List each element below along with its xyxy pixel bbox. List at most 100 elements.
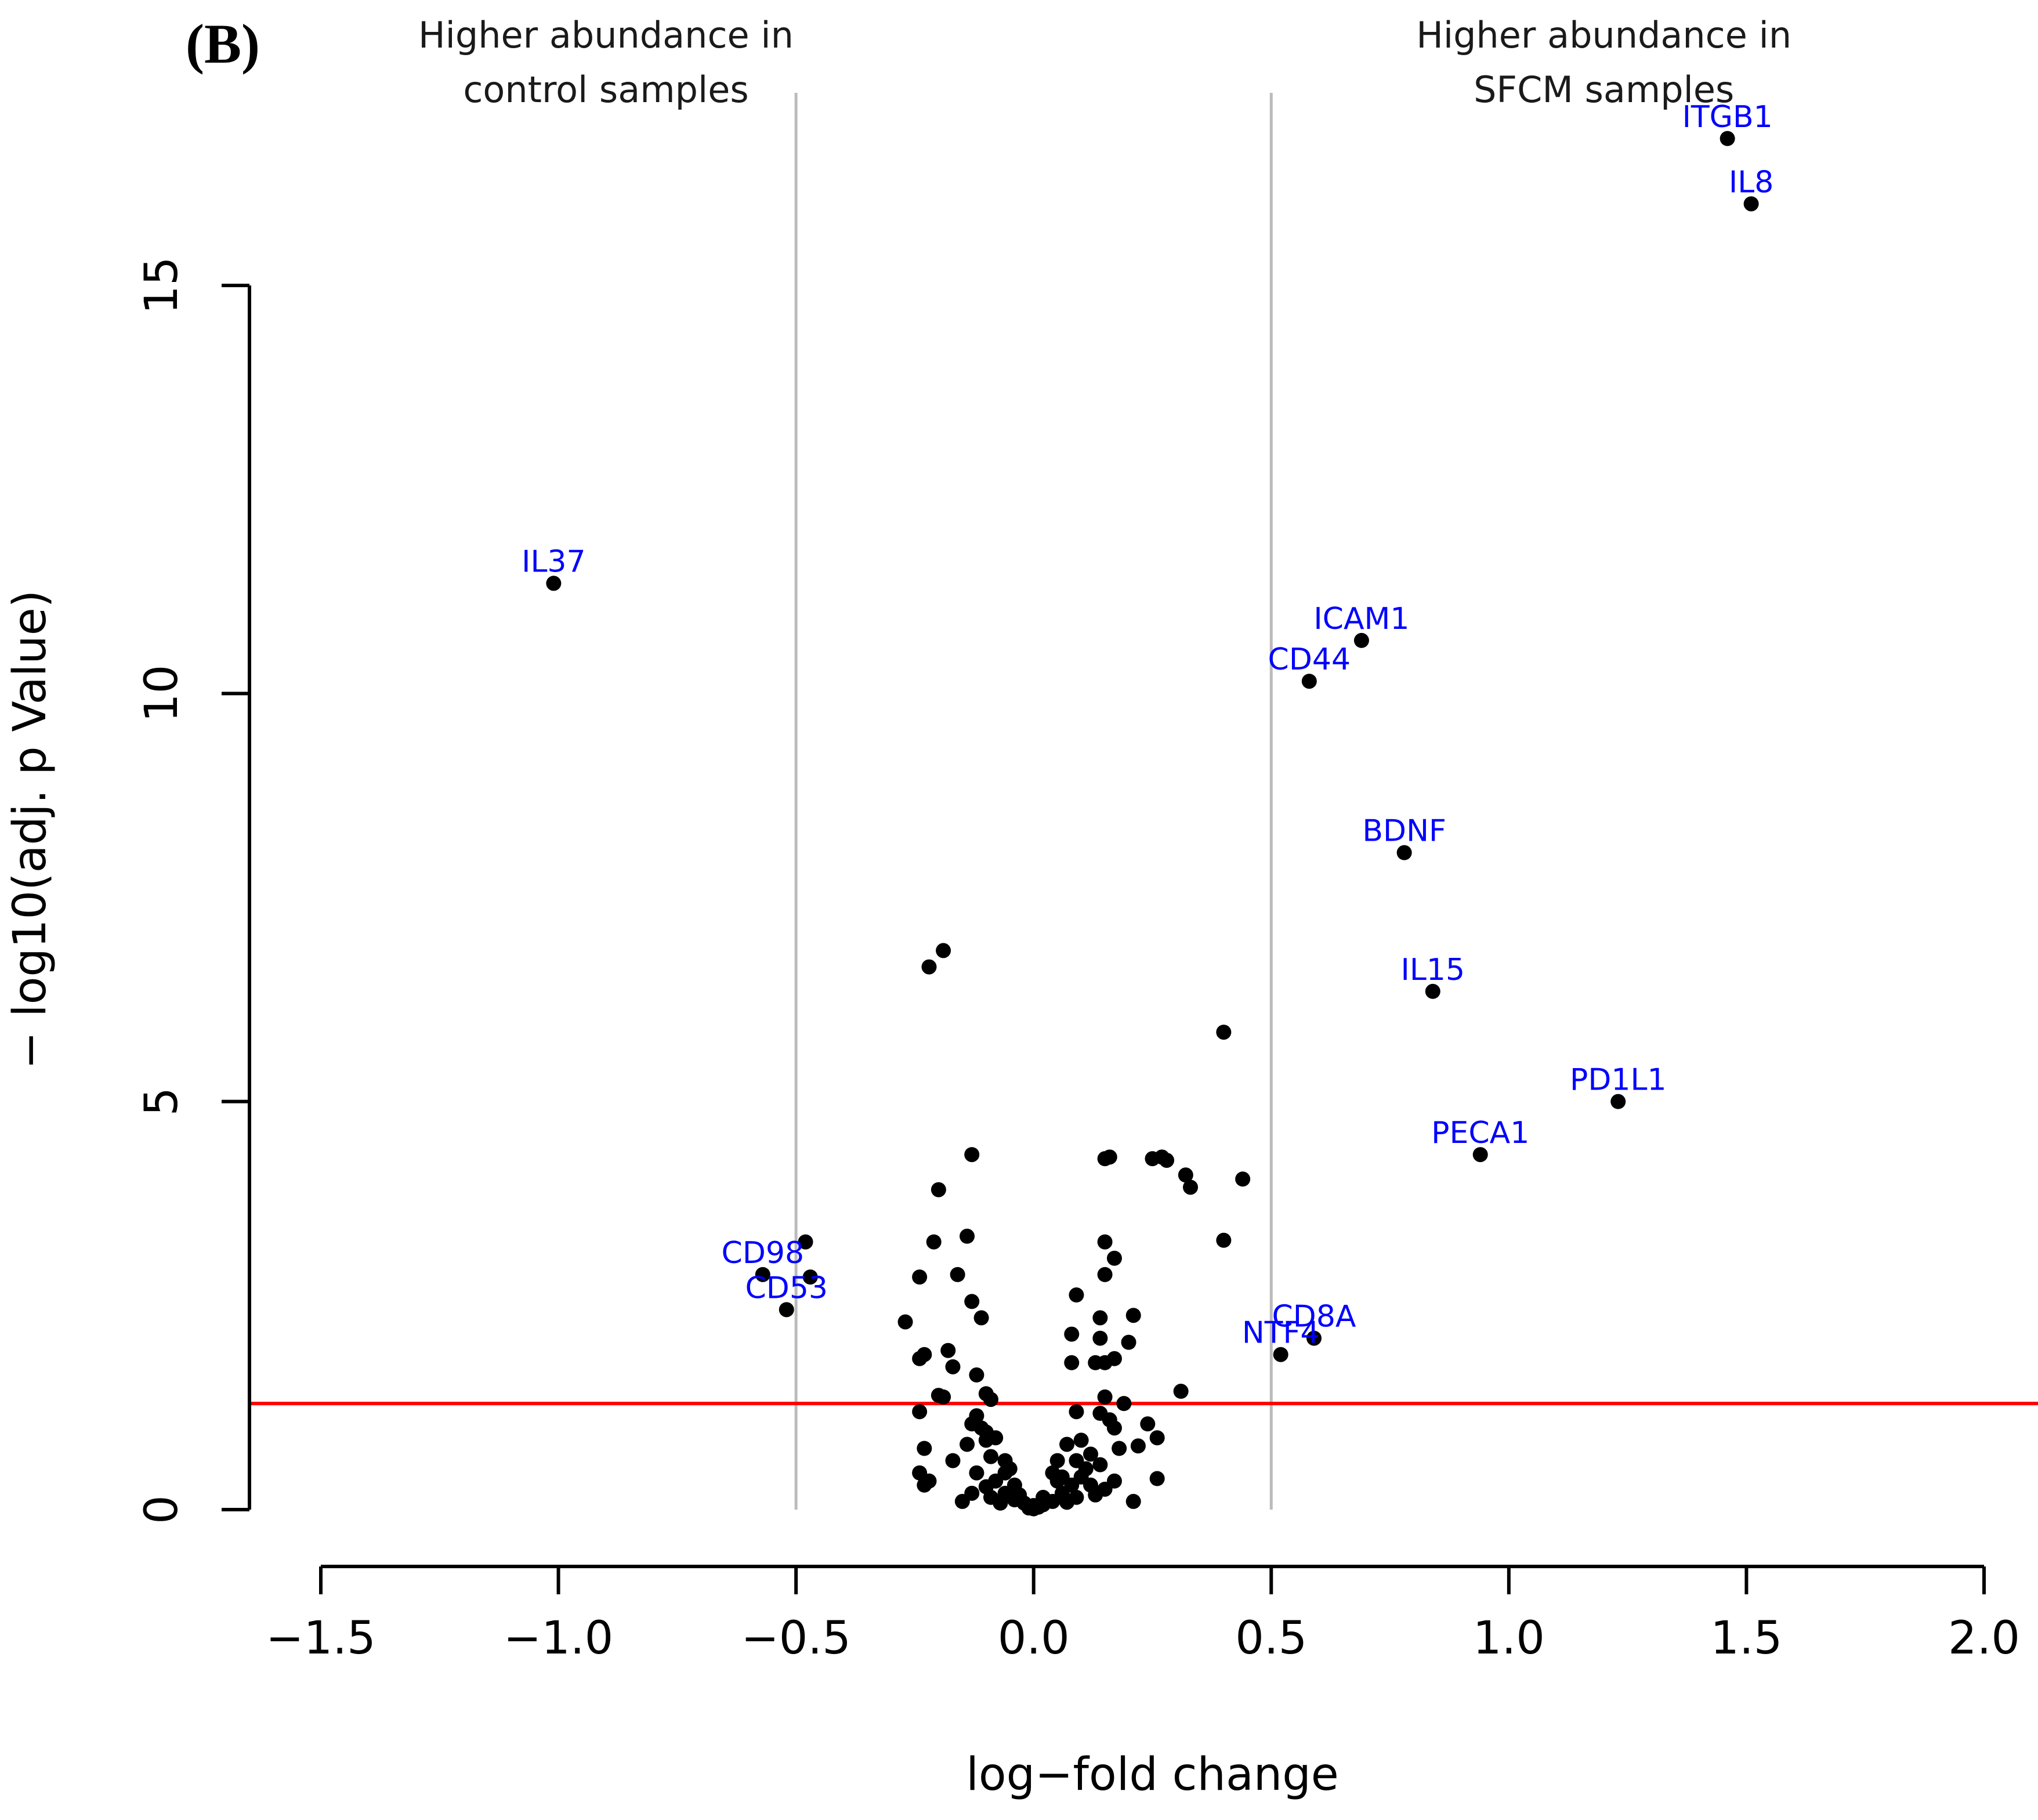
data-point	[1026, 1501, 1041, 1517]
data-point	[917, 1477, 932, 1493]
data-point	[1083, 1446, 1099, 1462]
gene-point	[755, 1267, 770, 1282]
gene-label: ITGB1	[1682, 100, 1773, 135]
reference-lines	[249, 93, 2038, 1510]
data-point	[1149, 1430, 1165, 1446]
gene-label: PECA1	[1431, 1116, 1529, 1150]
data-point	[964, 1294, 980, 1309]
data-point	[921, 959, 937, 975]
data-point	[798, 1234, 813, 1250]
x-axis-title: log−fold change	[966, 1749, 1338, 1801]
y-tick-label: 10	[136, 665, 188, 722]
data-point	[1059, 1495, 1075, 1510]
data-point	[1054, 1469, 1070, 1485]
data-point	[917, 1441, 932, 1456]
axes: −1.5 −1.0 −0.5 0.0 0.5 1.0 1.5 2.0 0 5 10 15 log−f…	[4, 256, 2020, 1801]
data-point	[1097, 1234, 1113, 1250]
data-point	[954, 1493, 970, 1509]
data-point	[936, 943, 951, 958]
data-point	[1140, 1416, 1156, 1432]
data-point	[912, 1269, 928, 1285]
region-annotation: Higher abundance in SFCM samples	[1416, 14, 1791, 111]
data-point	[917, 1347, 932, 1362]
gene-point	[1610, 1094, 1626, 1109]
data-point	[1069, 1287, 1084, 1303]
y-axis-ticks: 0 5 10 15	[136, 256, 249, 1524]
data-point	[1102, 1149, 1117, 1165]
gene-point	[1273, 1347, 1288, 1362]
x-tick-label: −1.5	[266, 1612, 375, 1665]
data-point	[1092, 1310, 1108, 1326]
region-annotations: Higher abundance in control samples Higher…	[418, 14, 1791, 111]
data-point	[1069, 1404, 1084, 1420]
data-point	[1116, 1396, 1132, 1412]
data-point	[960, 1228, 975, 1244]
data-point	[1125, 1308, 1141, 1323]
gene-point	[1353, 632, 1369, 648]
data-point	[1216, 1025, 1232, 1040]
gene-point	[1720, 131, 1735, 146]
data-point	[997, 1465, 1013, 1481]
labeled-genes: ITGB1 IL8 IL37 ICAM1 CD44 BDNF IL15 PD1L1 PECA1 C…	[522, 100, 1773, 1362]
x-axis-ticks: −1.5 −1.0 −0.5 0.0 0.5 1.0 1.5 2.0	[266, 1566, 2020, 1665]
data-point	[1049, 1453, 1065, 1468]
data-point	[973, 1310, 989, 1326]
gene-label: CD98	[722, 1236, 805, 1271]
data-point	[969, 1465, 984, 1481]
data-point	[1092, 1330, 1108, 1346]
data-point	[940, 1343, 956, 1358]
data-point	[969, 1367, 984, 1383]
data-point	[1216, 1232, 1232, 1248]
data-point	[912, 1404, 928, 1420]
data-point	[983, 1449, 998, 1464]
gene-label: IL8	[1729, 165, 1773, 200]
x-tick-label: −1.0	[504, 1612, 613, 1665]
data-point	[1125, 1493, 1141, 1509]
annotation-line: SFCM samples	[1474, 68, 1734, 111]
data-point	[1073, 1469, 1089, 1485]
annotation-line: control samples	[463, 68, 748, 111]
data-point	[960, 1437, 975, 1452]
data-point	[1097, 1267, 1113, 1282]
gene-label: PD1L1	[1570, 1063, 1667, 1098]
data-point	[1121, 1334, 1136, 1350]
gene-point	[1472, 1147, 1488, 1163]
data-point	[983, 1392, 998, 1407]
data-point	[802, 1269, 818, 1285]
data-point	[1178, 1167, 1193, 1183]
gene-point	[1306, 1330, 1322, 1346]
gene-label: CD53	[745, 1271, 828, 1305]
data-point	[1130, 1438, 1146, 1454]
data-point	[945, 1359, 961, 1374]
x-tick-label: 0.0	[998, 1612, 1070, 1665]
gene-point	[1425, 983, 1440, 999]
data-point	[978, 1479, 994, 1495]
gene-label: CD44	[1268, 642, 1351, 677]
data-points	[798, 943, 1251, 1517]
panel-label: (B)	[186, 13, 260, 75]
annotation-line: Higher abundance in	[418, 14, 794, 56]
data-point	[936, 1389, 951, 1405]
gene-label: ICAM1	[1313, 602, 1409, 636]
data-point	[897, 1314, 913, 1330]
data-point	[931, 1182, 946, 1197]
data-point	[1149, 1471, 1165, 1486]
data-point	[1106, 1250, 1122, 1266]
data-point	[1235, 1171, 1251, 1187]
y-tick-label: 5	[136, 1087, 188, 1116]
data-point	[926, 1234, 942, 1250]
y-tick-label: 15	[136, 256, 188, 314]
gene-label: NTF4	[1242, 1316, 1320, 1351]
x-tick-label: 1.0	[1473, 1612, 1545, 1665]
gene-label: IL37	[522, 544, 585, 579]
data-point	[1097, 1389, 1113, 1405]
data-point	[978, 1424, 994, 1440]
data-point	[950, 1267, 965, 1282]
data-point	[945, 1453, 961, 1468]
data-point	[1073, 1432, 1089, 1448]
x-tick-label: 2.0	[1948, 1612, 2020, 1665]
y-axis-title: − log10(adj. p Value)	[4, 590, 56, 1069]
x-tick-label: 0.5	[1235, 1612, 1307, 1665]
gene-point	[1301, 674, 1317, 689]
